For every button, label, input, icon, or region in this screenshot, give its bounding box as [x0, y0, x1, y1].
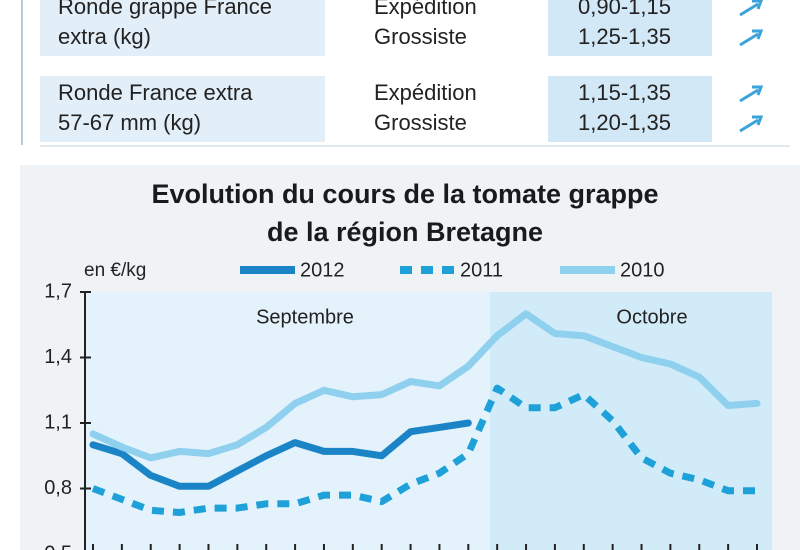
trend-arrow [739, 0, 763, 17]
chart: Evolution du cours de la tomate grappe d… [44, 179, 761, 550]
product: 57-67 mm (kg) [58, 110, 201, 135]
legend-label: 2011 [460, 259, 503, 281]
legend-label: 2012 [300, 259, 345, 281]
annotation: Octobre [616, 306, 687, 328]
y-tick-label: 1,1 [44, 411, 72, 433]
plot-band [85, 292, 490, 550]
arrow-shape [739, 115, 764, 133]
row-background [548, 76, 712, 142]
row-background [40, 0, 325, 56]
product: Ronde France extra [58, 80, 253, 105]
series-line [89, 310, 761, 462]
plot-band [490, 292, 772, 550]
trend-arrow [739, 115, 764, 133]
table: Ronde grappe France Expédition 0,90-1,15 ex… [40, 0, 764, 142]
arrow-shape [739, 85, 764, 103]
market: Expédition [374, 80, 477, 105]
series-line [91, 384, 757, 516]
legend-label: 2010 [620, 259, 665, 281]
y-tick-label: 1,7 [44, 280, 72, 302]
row-background [40, 76, 325, 142]
price: 1,20-1,35 [578, 110, 671, 135]
market: Grossiste [374, 110, 467, 135]
y-tick-label: 0,5 [44, 542, 72, 550]
y-tick-label: 1,4 [44, 346, 72, 368]
price: 0,90-1,15 [578, 0, 671, 19]
market: Grossiste [374, 24, 467, 49]
market: Expédition [374, 0, 477, 19]
row-background [548, 0, 712, 56]
y-axis-label: en €/kg [84, 260, 146, 281]
product: Ronde grappe France [58, 0, 272, 19]
chart-title: Evolution du cours de la tomate grappe [151, 179, 658, 209]
price: 1,25-1,35 [578, 24, 671, 49]
series-line [89, 419, 472, 490]
chart-title: de la région Bretagne [267, 217, 543, 247]
arrow-shape [739, 0, 763, 17]
price: 1,15-1,35 [578, 80, 671, 105]
annotation: Septembre [256, 306, 354, 328]
arrow-shape [739, 29, 764, 47]
y-tick-label: 0,8 [44, 477, 72, 499]
product: extra (kg) [58, 24, 151, 49]
trend-arrow [739, 29, 764, 47]
trend-arrow [739, 85, 764, 103]
